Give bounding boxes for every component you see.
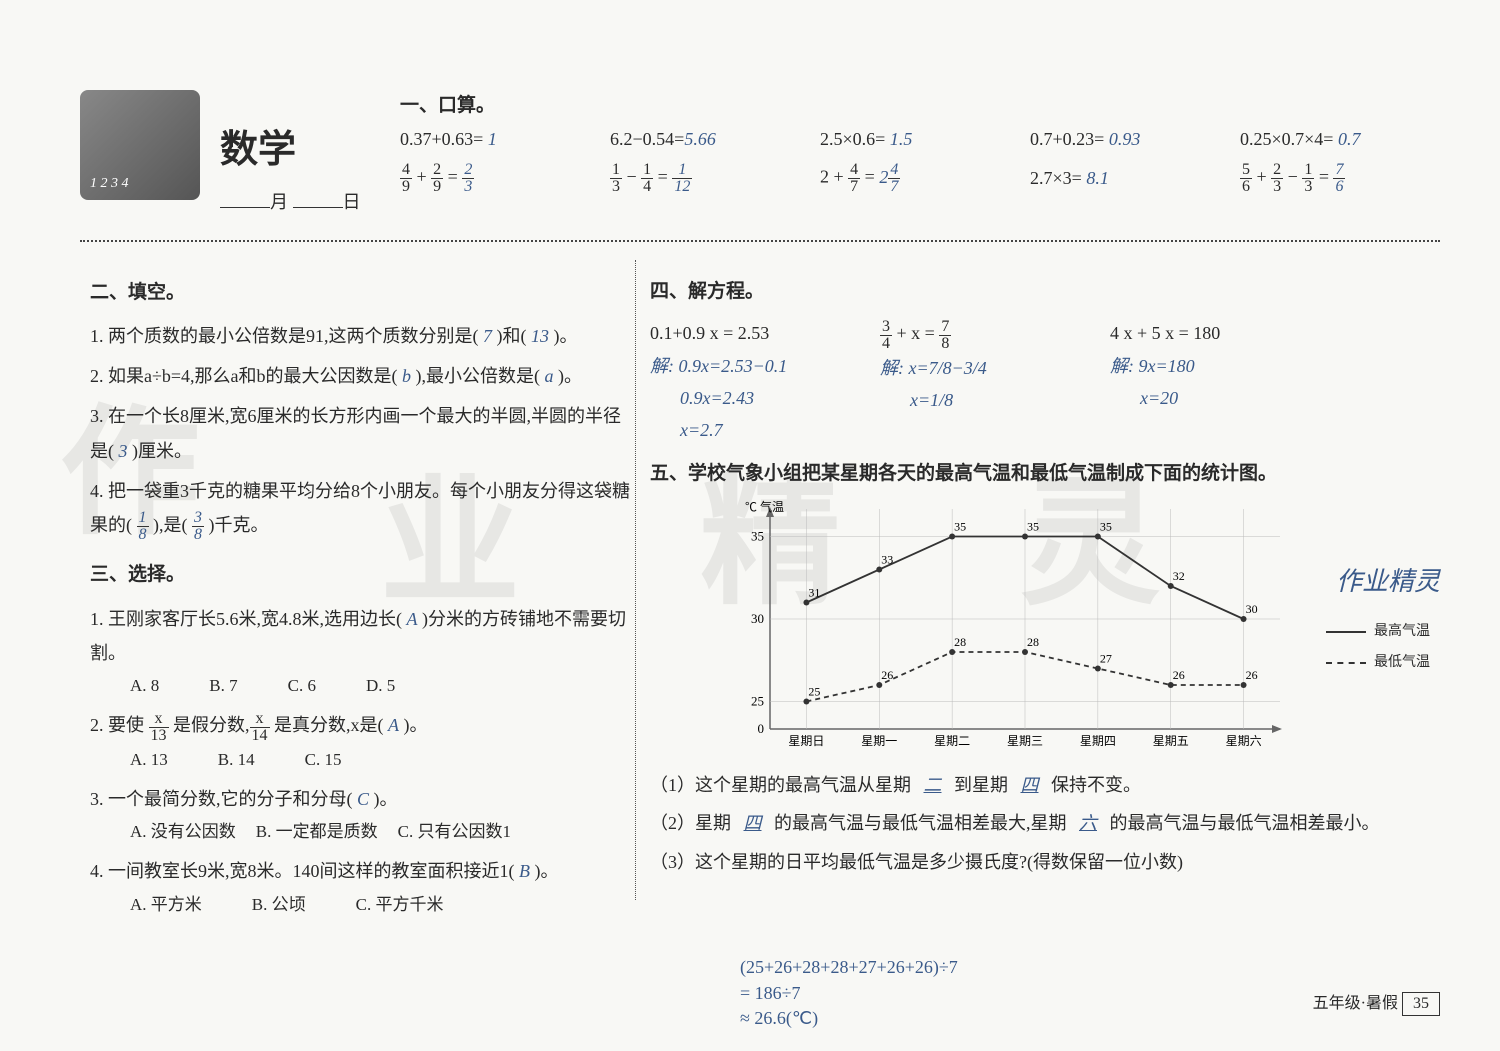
svg-text:星期五: 星期五 — [1153, 734, 1189, 748]
choice-q3: 3. 一个最简分数,它的分子和分母( C )。 A. 没有公因数B. 一定都是质… — [90, 782, 630, 848]
svg-text:27: 27 — [1100, 651, 1112, 665]
calc-row-1: 0.37+0.63= 1 6.2−0.54=5.66 2.5×0.6= 1.5 … — [400, 129, 1440, 150]
svg-text:26: 26 — [1246, 668, 1258, 682]
subject-title: 数学 — [220, 118, 296, 173]
horizontal-divider — [80, 240, 1440, 242]
section-2-title: 二、填空。 — [90, 275, 630, 311]
svg-text:0: 0 — [758, 721, 765, 736]
eq-2: 34 + x = 78 解: x=7/8−3/4 x=1/8 — [880, 317, 1060, 447]
svg-text:星期三: 星期三 — [1007, 734, 1043, 748]
left-column: 二、填空。 1. 两个质数的最小公倍数是91,这两个质数分别是( 7 )和( 1… — [90, 275, 630, 927]
eq-3: 4 x + 5 x = 180 解: 9x=180 x=20 — [1110, 317, 1290, 447]
chart-svg: 25 30 35 0 ℃ 气温星期日 星期一 星期二 星期三 星期四 星期五 星期六 31 33 35 35… — [730, 499, 1290, 759]
fill-q1: 1. 两个质数的最小公倍数是91,这两个质数分别是( 7 )和( 13 )。 — [90, 319, 630, 353]
section-5-title: 五、学校气象小组把某星期各天的最高气温和最低气温制成下面的统计图。 — [650, 457, 1450, 491]
svg-text:28: 28 — [954, 635, 966, 649]
header: 数学 — [80, 90, 296, 200]
choice-q4: 4. 一间教室长9米,宽8米。140间这样的教室面积接近1( B )。 A. 平… — [90, 854, 630, 920]
section-1-title: 一、口算。 — [400, 90, 1440, 117]
vertical-divider — [635, 260, 636, 900]
chart-legend: 最高气温 最低气温 — [1326, 619, 1430, 681]
svg-text:星期四: 星期四 — [1080, 734, 1116, 748]
svg-text:35: 35 — [1027, 519, 1039, 533]
calc-row-2: 49 + 29 = 23 13 − 14 = 112 2 + 47 = 247 … — [400, 162, 1440, 195]
section-4-title: 四、解方程。 — [650, 275, 1450, 309]
eq-1: 0.1+0.9 x = 2.53 解: 0.9x=2.53−0.1 0.9x=2… — [650, 317, 830, 447]
svg-text:25: 25 — [808, 684, 820, 698]
svg-text:星期一: 星期一 — [861, 734, 897, 748]
page-footer: 五年级·暑假 35 — [1313, 989, 1440, 1016]
chart-q3: （3）这个星期的日平均最低气温是多少摄氏度?(得数保留一位小数) — [650, 846, 1450, 878]
right-column: 四、解方程。 0.1+0.9 x = 2.53 解: 0.9x=2.53−0.1… — [650, 275, 1450, 884]
svg-text:星期六: 星期六 — [1226, 734, 1262, 748]
equations: 0.1+0.9 x = 2.53 解: 0.9x=2.53−0.1 0.9x=2… — [650, 317, 1450, 447]
fill-q4: 4. 把一袋重3千克的糖果平均分给8个小朋友。每个小朋友分得这袋糖果的( 18 … — [90, 474, 630, 544]
choice-q2: 2. 要使 x13 是假分数,x14 是真分数,x是( A )。 A. 13B.… — [90, 708, 630, 776]
svg-text:35: 35 — [751, 528, 764, 543]
svg-text:28: 28 — [1027, 635, 1039, 649]
svg-text:星期二: 星期二 — [934, 734, 970, 748]
svg-text:33: 33 — [881, 552, 893, 566]
svg-text:35: 35 — [1100, 519, 1112, 533]
temperature-chart: 25 30 35 0 ℃ 气温星期日 星期一 星期二 星期三 星期四 星期五 星期六 31 33 35 35… — [730, 499, 1290, 759]
svg-text:32: 32 — [1173, 569, 1185, 583]
fill-q3: 3. 在一个长8厘米,宽6厘米的长方形内画一个最大的半圆,半圆的半径是( 3 )… — [90, 399, 630, 467]
svg-text:31: 31 — [808, 585, 820, 599]
svg-text:26: 26 — [1173, 668, 1185, 682]
section-3-title: 三、选择。 — [90, 557, 630, 593]
choice-q1: 1. 王刚家客厅长5.6米,宽4.8米,选用边长( A )分米的方砖铺地不需要切… — [90, 602, 630, 703]
svg-text:35: 35 — [954, 519, 966, 533]
fill-q2: 2. 如果a÷b=4,那么a和b的最大公因数是( b ),最小公倍数是( a )… — [90, 359, 630, 393]
svg-text:26: 26 — [881, 668, 893, 682]
q3-work: (25+26+28+28+27+26+26)÷7 = 186÷7 ≈ 26.6(… — [740, 955, 958, 1031]
annotation-right: 作业精灵 — [1336, 559, 1440, 606]
legend-high: 最高气温 — [1374, 619, 1430, 644]
svg-text:星期日: 星期日 — [788, 734, 824, 748]
svg-text:℃ 气温: ℃ 气温 — [745, 499, 784, 514]
section-1: 一、口算。 0.37+0.63= 1 6.2−0.54=5.66 2.5×0.6… — [400, 90, 1440, 207]
chart-q2: （2）星期 四 的最高气温与最低气温相差最大,星期 六 的最高气温与最低气温相差… — [650, 807, 1450, 839]
date-line: 月 日 — [220, 188, 361, 214]
legend-low: 最低气温 — [1374, 650, 1430, 675]
svg-text:30: 30 — [1246, 602, 1258, 616]
svg-text:25: 25 — [751, 693, 764, 708]
svg-text:30: 30 — [751, 611, 764, 626]
chart-q1: （1）这个星期的最高气温从星期 二 到星期 四 保持不变。 — [650, 769, 1450, 801]
logo-icon — [80, 90, 200, 200]
